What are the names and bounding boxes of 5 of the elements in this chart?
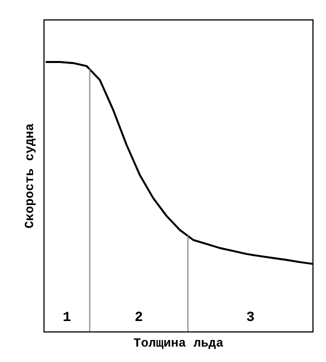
- y-axis-title: Скорость судна: [24, 124, 36, 228]
- x-axis-title: Толщина льда: [134, 338, 224, 350]
- annotation: 3: [246, 312, 254, 322]
- annotation: 1: [64, 312, 70, 321]
- annotation: 2: [135, 312, 142, 321]
